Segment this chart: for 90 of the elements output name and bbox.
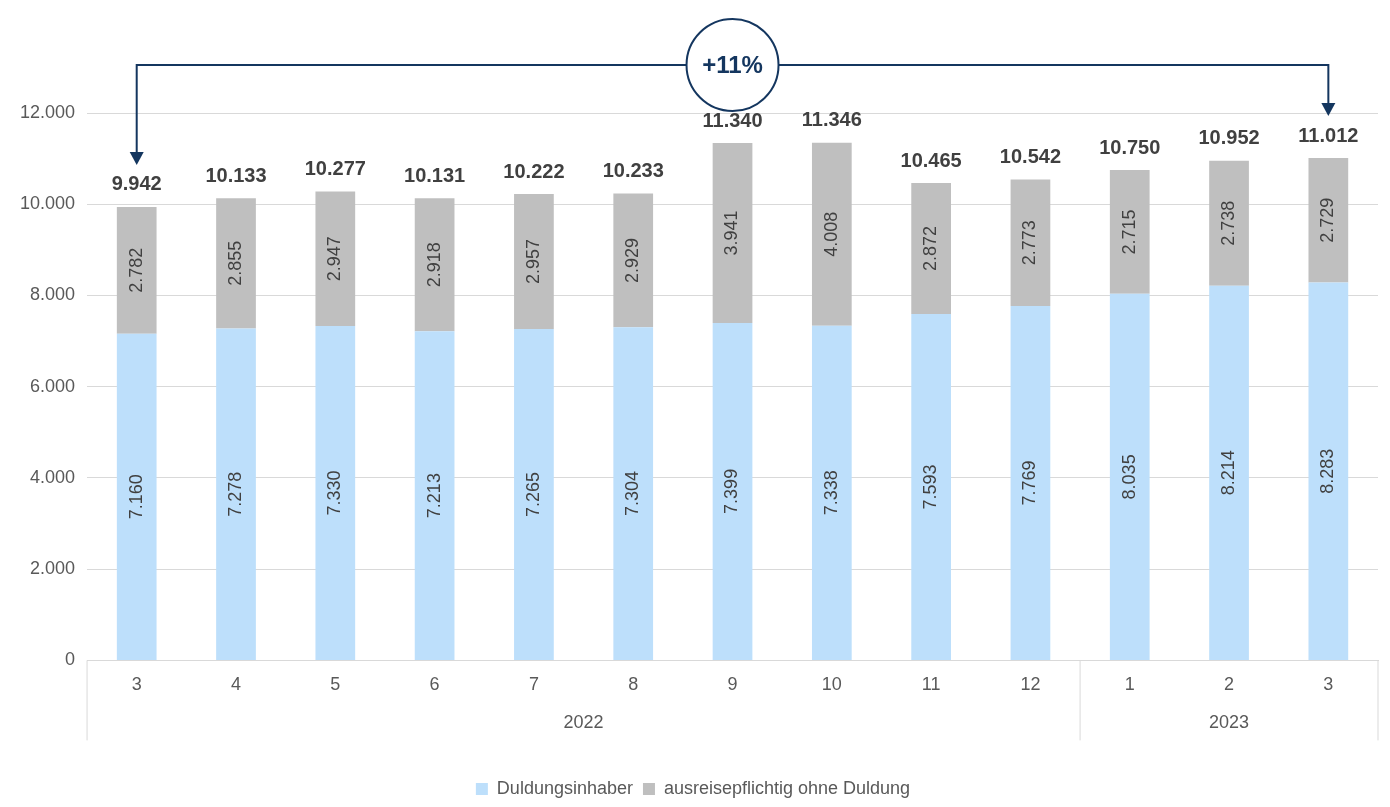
data-label: 3.941 — [721, 210, 742, 256]
data-label: 2.738 — [1218, 200, 1239, 246]
data-label: 2.855 — [224, 240, 245, 286]
bar — [1308, 282, 1349, 660]
x-tick-label: 3 — [1323, 674, 1334, 695]
total-label: 10.542 — [999, 145, 1062, 168]
data-label: 7.265 — [522, 471, 543, 517]
data-label: 2.729 — [1317, 197, 1338, 243]
bar — [315, 191, 356, 327]
bar — [613, 193, 654, 328]
x-tick-label: 6 — [429, 674, 440, 695]
data-label: 2.957 — [522, 239, 543, 285]
bar — [1010, 179, 1051, 306]
total-label: 10.465 — [900, 148, 962, 171]
bar — [1109, 293, 1150, 660]
bar — [1010, 306, 1051, 660]
bar — [514, 329, 554, 660]
data-label: 2.918 — [423, 242, 444, 288]
bar — [116, 333, 157, 660]
data-label: 7.399 — [721, 468, 742, 514]
text: 2022 — [563, 712, 604, 733]
y-tick-label: 12.000 — [19, 101, 76, 122]
data-label: 8.283 — [1317, 448, 1338, 494]
data-label: 7.593 — [920, 464, 941, 510]
x-tick-label: 7 — [528, 674, 539, 695]
bar — [315, 326, 356, 660]
x-tick-label: 2 — [1224, 674, 1235, 695]
x-tick-label: 4 — [231, 674, 242, 695]
bar — [1209, 285, 1249, 660]
bar — [712, 143, 753, 323]
data-label: 7.278 — [224, 471, 245, 517]
data-label: 7.330 — [324, 470, 345, 516]
bar — [613, 327, 654, 660]
y-tick-label: 6.000 — [30, 375, 76, 396]
data-label: 8.035 — [1118, 454, 1139, 500]
text: 2023 — [1209, 712, 1250, 733]
legend-label: ausreisepflichtig ohne Duldung — [663, 777, 911, 798]
x-tick-label: 11 — [921, 674, 941, 695]
data-label: 7.769 — [1019, 460, 1040, 506]
bar — [1209, 160, 1249, 286]
total-label: 9.942 — [111, 172, 162, 195]
y-tick-label: 10.000 — [19, 193, 76, 214]
x-tick-label: 1 — [1124, 674, 1135, 695]
bar — [811, 142, 852, 326]
x-tick-label: 9 — [727, 674, 738, 695]
text: +11% — [702, 51, 763, 78]
bar — [414, 198, 455, 332]
y-tick-label: 4.000 — [30, 466, 76, 487]
bar — [1308, 158, 1349, 283]
total-label: 10.133 — [205, 163, 267, 186]
data-label: 2.929 — [622, 237, 643, 283]
data-label: 2.773 — [1019, 220, 1040, 266]
bar — [1109, 170, 1150, 294]
data-label: 7.304 — [622, 471, 643, 517]
total-label: 10.131 — [404, 163, 466, 186]
bar — [712, 322, 753, 660]
x-tick-label: 5 — [330, 674, 341, 695]
data-label: 2.715 — [1118, 209, 1139, 255]
bar — [216, 198, 256, 329]
total-label: 10.750 — [1099, 135, 1161, 158]
data-label: 4.008 — [820, 211, 841, 257]
total-label: 10.233 — [602, 159, 664, 182]
total-label: 10.952 — [1198, 126, 1260, 149]
data-label: 2.947 — [324, 236, 345, 282]
y-tick-label: 2.000 — [30, 558, 76, 579]
total-label: 11.340 — [702, 108, 763, 131]
bar — [911, 183, 951, 315]
bar — [414, 331, 455, 660]
bar — [116, 206, 157, 334]
data-label: 7.338 — [820, 470, 841, 516]
x-tick-label: 12 — [1020, 674, 1041, 695]
legend-label: Duldungsinhaber — [496, 777, 633, 798]
data-label: 7.213 — [423, 473, 444, 519]
y-tick-label: 8.000 — [30, 284, 76, 305]
bar — [216, 328, 256, 660]
x-tick-label: 8 — [628, 674, 639, 695]
total-label: 11.346 — [801, 108, 862, 131]
bar — [911, 314, 951, 660]
data-label: 8.214 — [1218, 450, 1239, 496]
total-label: 11.012 — [1298, 123, 1359, 146]
bar — [514, 194, 554, 329]
data-label: 2.872 — [920, 226, 941, 272]
x-tick-label: 3 — [131, 674, 142, 695]
y-tick-label: 0 — [65, 649, 76, 670]
data-label: 2.782 — [125, 247, 146, 293]
data-label: 7.160 — [125, 474, 146, 520]
bar — [811, 325, 852, 660]
x-tick-label: 10 — [821, 674, 842, 695]
total-label: 10.222 — [503, 159, 565, 182]
total-label: 10.277 — [304, 157, 366, 180]
